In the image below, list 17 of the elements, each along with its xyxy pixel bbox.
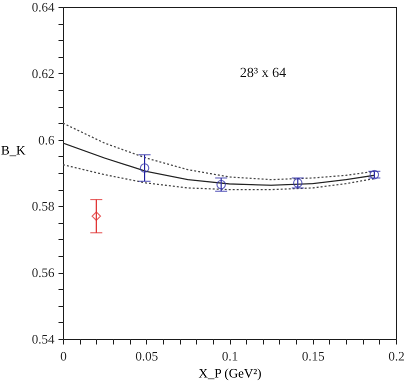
x-tick-label: 0.2 bbox=[388, 348, 405, 364]
y-axis-title: B_K bbox=[0, 142, 26, 158]
y-tick-label: 0.64 bbox=[32, 0, 55, 14]
x-tick-label: 0.15 bbox=[302, 348, 325, 364]
y-tick-label: 0.58 bbox=[32, 198, 54, 214]
annotation: 28³ x 64 bbox=[240, 66, 286, 81]
x-tick-label: 0.05 bbox=[135, 348, 158, 364]
point bbox=[216, 180, 226, 190]
x-axis-title: X_P (GeV²) bbox=[198, 366, 262, 380]
x-tick-label: 0 bbox=[60, 348, 67, 364]
x-tick-label: 0.1 bbox=[222, 348, 238, 364]
y-tick-label: 0.56 bbox=[32, 265, 55, 280]
y-tick-label: 0.54 bbox=[32, 332, 55, 346]
y-tick-label: 0.62 bbox=[32, 66, 54, 81]
point bbox=[140, 163, 150, 173]
point bbox=[92, 211, 102, 221]
y-tick-label: 0.6 bbox=[38, 132, 55, 148]
